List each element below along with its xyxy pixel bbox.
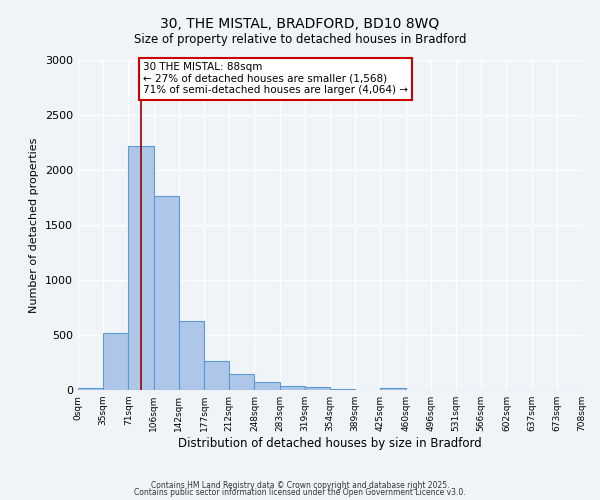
Bar	[103, 333, 128, 390]
Bar	[229, 374, 254, 390]
Text: Size of property relative to detached houses in Bradford: Size of property relative to detached ho…	[134, 32, 466, 46]
Bar	[254, 382, 280, 390]
Bar	[179, 320, 204, 390]
Text: Contains HM Land Registry data © Crown copyright and database right 2025.: Contains HM Land Registry data © Crown c…	[151, 480, 449, 490]
Bar	[154, 196, 179, 390]
Text: 30, THE MISTAL, BRADFORD, BD10 8WQ: 30, THE MISTAL, BRADFORD, BD10 8WQ	[160, 18, 440, 32]
Text: 30 THE MISTAL: 88sqm
← 27% of detached houses are smaller (1,568)
71% of semi-de: 30 THE MISTAL: 88sqm ← 27% of detached h…	[143, 62, 408, 96]
Bar	[78, 388, 103, 390]
Text: Contains public sector information licensed under the Open Government Licence v3: Contains public sector information licen…	[134, 488, 466, 497]
Bar	[128, 146, 154, 390]
Bar	[204, 361, 229, 390]
Bar	[305, 386, 330, 390]
Bar	[280, 386, 305, 390]
Bar	[380, 388, 406, 390]
X-axis label: Distribution of detached houses by size in Bradford: Distribution of detached houses by size …	[178, 437, 482, 450]
Y-axis label: Number of detached properties: Number of detached properties	[29, 138, 40, 312]
